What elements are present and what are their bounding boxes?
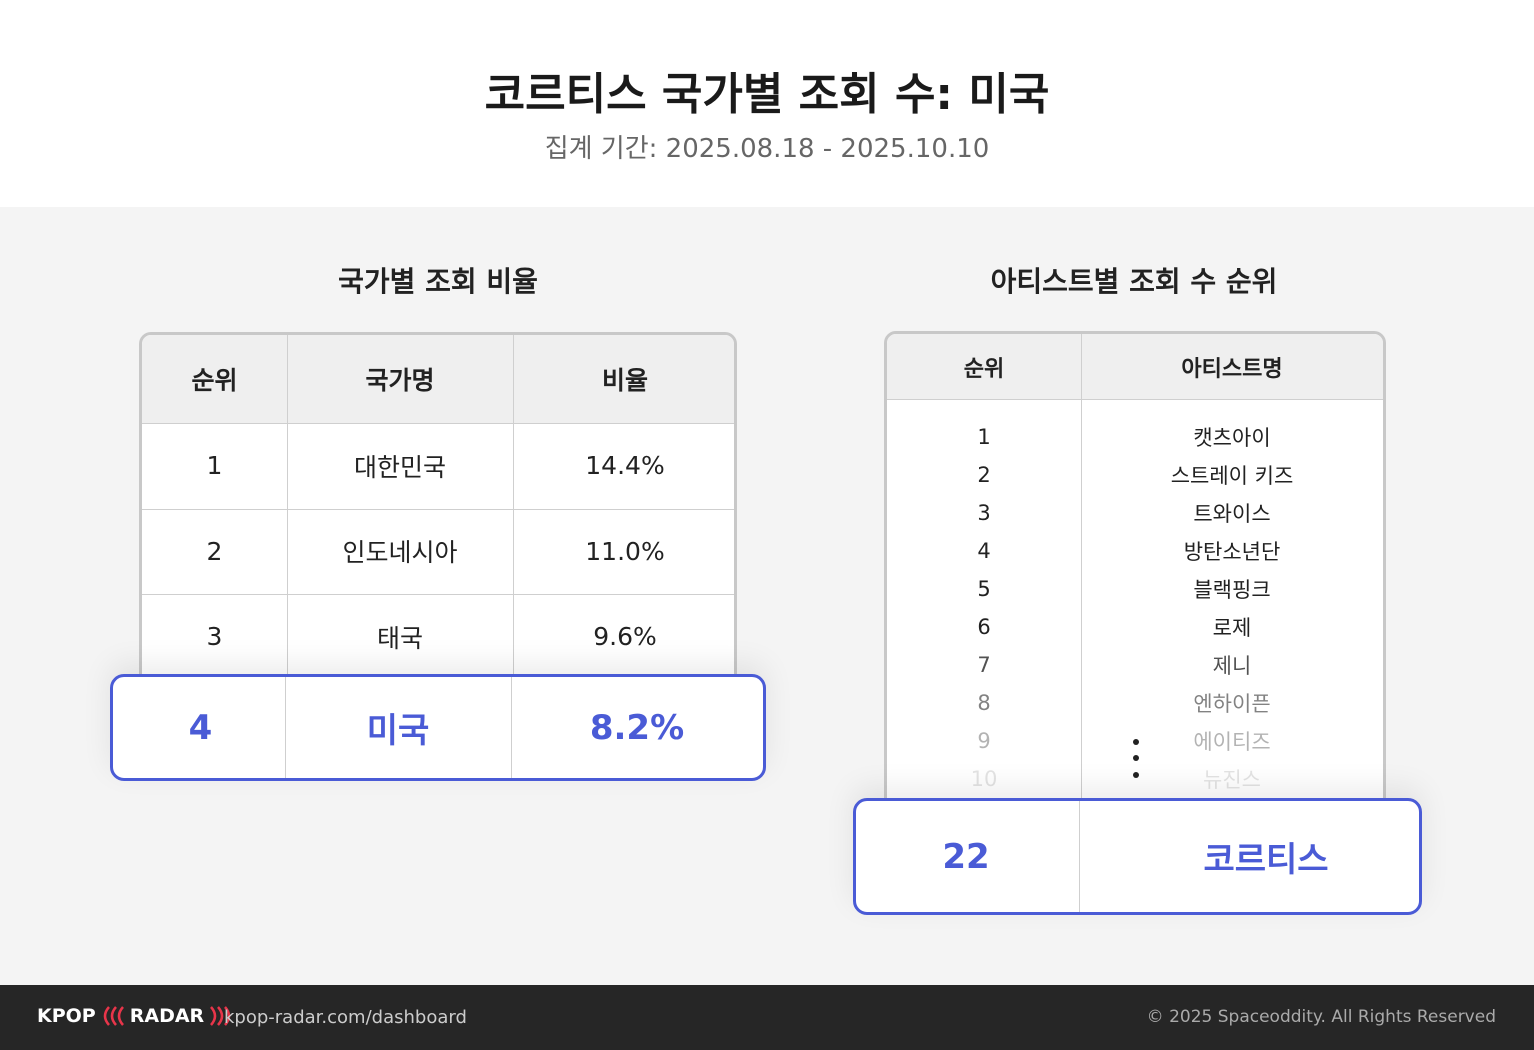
table-cell: 1	[206, 451, 223, 480]
table-cell: 5	[977, 577, 991, 601]
table-cell: 10	[970, 767, 998, 791]
table-cell: 11.0%	[585, 536, 665, 566]
table-cell: 제니	[1212, 654, 1252, 678]
table-cell: 로제	[1212, 616, 1252, 640]
footer: KPOP RADAR kpop-radar.com/dashboard © 20…	[0, 985, 1534, 1050]
header-cell: 비율	[601, 366, 648, 395]
table-cell: 엔하이픈	[1193, 692, 1271, 716]
table-cell: 14.4%	[585, 451, 665, 480]
header-cell: 아티스트명	[1181, 356, 1283, 382]
panel-title: 국가별 조회 비율	[338, 265, 538, 298]
table-cell: 태국	[376, 623, 423, 653]
logo-waves	[103, 1006, 124, 1026]
highlight-cell: 코르티스	[1203, 840, 1329, 880]
row-line	[142, 508, 734, 510]
logo: KPOP RADAR	[37, 1005, 235, 1027]
header-cell: 순위	[191, 366, 238, 395]
table-cell: 블랙핑크	[1193, 578, 1271, 602]
highlight-cell: 8.2%	[589, 707, 685, 748]
table-cell: 4	[977, 539, 991, 563]
header-bg	[142, 335, 734, 423]
row-line	[887, 399, 1383, 400]
row-line	[142, 594, 734, 595]
country-table: 순위 국가명 비율 1 대한민국 14.4% 2 인도네시아 11.0% 3 태국 9.6%	[139, 332, 737, 702]
table-cell: 3	[977, 501, 991, 525]
col-line	[513, 335, 514, 699]
table-cell: 트와이스	[1193, 502, 1271, 526]
table-cell: 7	[977, 653, 991, 677]
logo-text: RADAR	[129, 1005, 205, 1027]
table-cell: 대한민국	[353, 452, 446, 482]
header: 코르티스 국가별 조회 수: 미국 집계 기간: 2025.08.18 - 20…	[0, 0, 1534, 207]
ellipsis-dot	[1133, 755, 1139, 761]
table-cell: 스트레이 키즈	[1170, 464, 1294, 488]
highlight-cell: 22	[942, 836, 990, 877]
table-cell: 캣츠아이	[1193, 426, 1271, 450]
table-cell: 9	[977, 729, 991, 753]
col-line	[285, 677, 286, 778]
table-cell: 2	[977, 463, 991, 487]
table-cell: 6	[977, 615, 991, 639]
table-cell: 2	[206, 536, 223, 566]
highlight-cell: 미국	[366, 711, 430, 751]
table-cell: 1	[977, 425, 991, 449]
table-cell: 방탄소년단	[1183, 540, 1281, 564]
col-line	[1081, 334, 1082, 828]
row-line	[142, 423, 734, 424]
header-cell: 순위	[963, 356, 1005, 382]
highlight-row: 4 미국 8.2%	[110, 674, 766, 781]
subtitle: 집계 기간: 2025.08.18 - 2025.10.10	[544, 134, 990, 164]
header-cell: 국가명	[365, 366, 435, 395]
logo-text: KPOP	[37, 1005, 96, 1027]
artist-table: 순위 아티스트명 1 캣츠아이 2 스트레이 키즈 3 트와이스 4 방탄소년단 5 블랙핑크 6 로제 7…	[884, 331, 1386, 831]
footer-url: kpop-radar.com/dashboard	[224, 1007, 467, 1028]
header-bg	[887, 334, 1383, 399]
logo-waves	[210, 1006, 231, 1026]
panel-title: 아티스트별 조회 수 순위	[990, 265, 1278, 298]
col-line	[511, 677, 512, 778]
highlight-cell: 4	[188, 707, 213, 748]
table-cell: 3	[206, 622, 223, 651]
table-cell: 8	[977, 691, 991, 715]
table-cell: 9.6%	[593, 622, 657, 651]
col-line	[287, 335, 288, 699]
ellipsis-dot	[1133, 739, 1139, 745]
title: 코르티스 국가별 조회 수: 미국	[484, 69, 1050, 120]
table-cell: 에이티즈	[1193, 730, 1271, 754]
col-line	[1079, 801, 1080, 912]
highlight-row: 22 코르티스	[853, 798, 1422, 915]
copyright: © 2025 Spaceoddity. All Rights Reserved	[1146, 1007, 1496, 1027]
table-cell: 인도네시아	[342, 538, 458, 567]
ellipsis-dot	[1133, 772, 1139, 778]
table-cell: 뉴진스	[1203, 768, 1261, 792]
